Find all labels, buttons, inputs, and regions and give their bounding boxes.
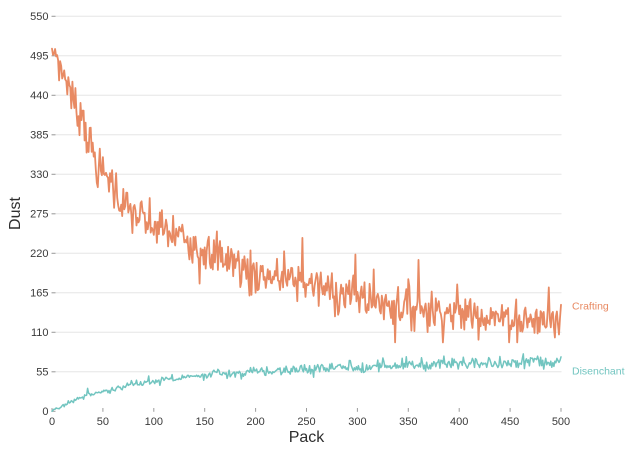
svg-text:150: 150 xyxy=(196,416,214,428)
svg-text:330: 330 xyxy=(30,169,48,181)
svg-text:350: 350 xyxy=(399,416,417,428)
svg-text:Disenchant: Disenchant xyxy=(572,366,625,378)
svg-text:Pack: Pack xyxy=(289,429,326,446)
svg-text:300: 300 xyxy=(348,416,366,428)
svg-text:200: 200 xyxy=(246,416,264,428)
svg-text:440: 440 xyxy=(30,90,48,102)
svg-text:250: 250 xyxy=(297,416,315,428)
svg-text:275: 275 xyxy=(30,208,48,220)
svg-text:Dust: Dust xyxy=(7,197,24,230)
svg-text:220: 220 xyxy=(30,248,48,260)
svg-text:Crafting: Crafting xyxy=(572,301,609,313)
svg-text:165: 165 xyxy=(30,287,48,299)
svg-text:55: 55 xyxy=(36,366,48,378)
svg-text:0: 0 xyxy=(49,416,55,428)
svg-text:0: 0 xyxy=(42,406,48,418)
svg-text:500: 500 xyxy=(552,416,570,428)
svg-text:400: 400 xyxy=(450,416,468,428)
svg-text:385: 385 xyxy=(30,129,48,141)
svg-text:100: 100 xyxy=(145,416,163,428)
svg-text:450: 450 xyxy=(501,416,519,428)
svg-text:110: 110 xyxy=(31,327,49,339)
svg-text:50: 50 xyxy=(97,416,109,428)
svg-text:495: 495 xyxy=(30,50,48,62)
svg-text:550: 550 xyxy=(30,11,48,23)
